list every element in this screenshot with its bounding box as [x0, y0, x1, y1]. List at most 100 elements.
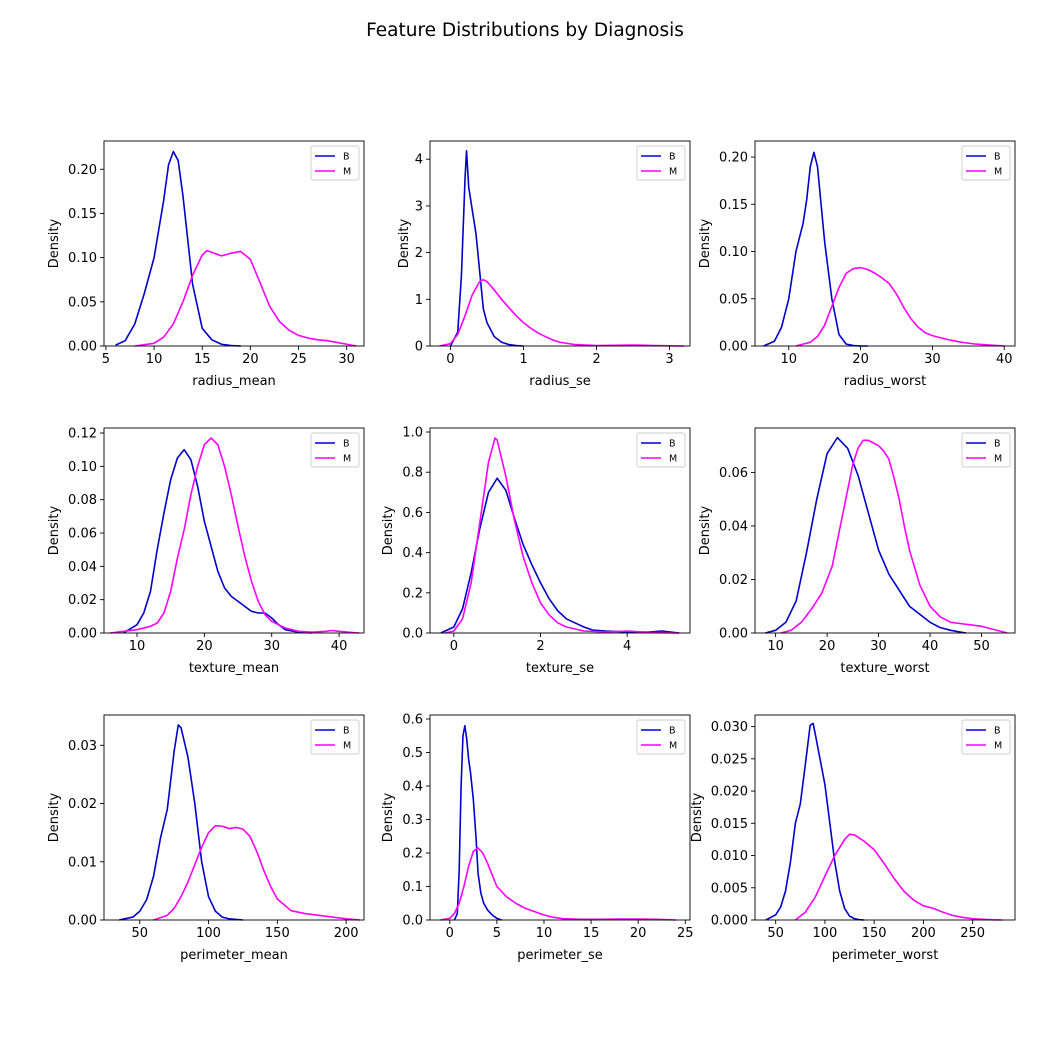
legend-box	[636, 145, 686, 181]
y-tick-label: 0.02	[68, 593, 97, 608]
x-tick-label: 10	[536, 926, 553, 941]
y-tick-label: 0.3	[402, 813, 423, 828]
x-axis-label: radius_se	[529, 374, 590, 389]
x-tick-label: 50	[131, 926, 148, 941]
axes-frame	[754, 427, 1016, 634]
series-line-b	[115, 150, 241, 347]
x-tick-label: 3	[665, 352, 673, 367]
y-tick-label: 0.02	[719, 573, 748, 588]
subplot-radius-worst: 10 20 30 40 0.00 0.05 0.10 0.15 0.20 radius_worst…	[698, 140, 1016, 389]
y-tick-label: 0.2	[402, 847, 423, 862]
legend-label-b: B	[343, 726, 350, 737]
x-tick-label: 10	[129, 639, 146, 654]
x-tick-label: 100	[196, 926, 221, 941]
legend-box	[310, 719, 360, 755]
y-tick-label: 0.020	[711, 785, 748, 800]
x-tick-label: 150	[265, 926, 290, 941]
legend-label-b: B	[994, 152, 1001, 163]
x-tick-label: 20	[819, 639, 836, 654]
y-tick-label: 0.005	[711, 881, 748, 896]
legend-box	[310, 432, 360, 468]
x-tick-label: 25	[677, 926, 694, 941]
y-tick-label: 0.025	[711, 752, 748, 767]
legend: BM	[961, 145, 1011, 181]
y-tick-label: 0.03	[68, 739, 97, 754]
y-axis-label: Density	[381, 792, 396, 842]
legend-label-b: B	[343, 152, 350, 163]
axes-frame	[103, 140, 365, 347]
legend: BM	[961, 719, 1011, 755]
series-line-m	[440, 847, 676, 921]
y-tick-label: 0.04	[719, 519, 748, 534]
y-tick-label: 4	[415, 153, 423, 168]
subplot-perimeter-worst: 50 100 150 200 250 0.000 0.005 0.010 0.015 0.020 0…	[690, 714, 1016, 963]
legend-box	[961, 432, 1011, 468]
y-tick-label: 0.015	[711, 817, 748, 832]
x-tick-label: 25	[290, 352, 307, 367]
subplot-radius-se: 0 1 2 3 0 1 2 3 4 radius_se Density BM	[397, 140, 691, 389]
x-tick-label: 15	[194, 352, 211, 367]
legend: BM	[636, 719, 686, 755]
y-axis-label: Density	[47, 792, 62, 842]
x-tick-label: 10	[780, 352, 797, 367]
y-tick-label: 0	[415, 340, 423, 355]
x-tick-label: 20	[196, 639, 213, 654]
x-tick-label: 10	[146, 352, 163, 367]
series-line-b	[453, 724, 502, 921]
y-tick-label: 0.12	[68, 427, 97, 442]
x-tick-label: 100	[813, 926, 838, 941]
y-tick-label: 0.15	[719, 198, 748, 213]
y-tick-label: 0.5	[402, 746, 423, 761]
series-line-b	[449, 150, 524, 347]
x-tick-label: 200	[334, 926, 359, 941]
y-tick-label: 0.10	[68, 251, 97, 266]
x-tick-label: 40	[331, 639, 348, 654]
legend-label-m: M	[994, 167, 1002, 178]
legend-label-b: B	[669, 152, 676, 163]
y-tick-label: 0.06	[68, 527, 97, 542]
y-tick-label: 0.00	[68, 914, 97, 929]
legend: BM	[310, 432, 360, 468]
y-axis-label: Density	[698, 218, 713, 268]
y-tick-label: 0.04	[68, 560, 97, 575]
legend: BM	[310, 145, 360, 181]
y-tick-label: 0.0	[402, 914, 423, 929]
x-tick-label: 50	[973, 639, 990, 654]
legend: BM	[310, 719, 360, 755]
y-tick-label: 1.0	[402, 426, 423, 441]
x-tick-label: 10	[767, 639, 784, 654]
x-axis-label: radius_mean	[192, 374, 276, 389]
legend-box	[961, 719, 1011, 755]
x-tick-label: 5	[102, 352, 110, 367]
y-axis-label: Density	[381, 505, 396, 555]
legend-label-b: B	[343, 439, 350, 450]
x-tick-label: 20	[852, 352, 869, 367]
y-tick-label: 0.00	[68, 340, 97, 355]
axes-frame	[754, 714, 1016, 921]
series-line-b	[765, 722, 865, 921]
y-tick-label: 0.1	[402, 880, 423, 895]
y-tick-label: 0.05	[719, 292, 748, 307]
x-tick-label: 30	[263, 639, 280, 654]
series-line-b	[123, 448, 313, 634]
legend-label-m: M	[343, 454, 351, 465]
y-tick-label: 0.8	[402, 466, 423, 481]
series-line-b	[763, 151, 868, 347]
series-line-m	[444, 437, 680, 634]
x-tick-label: 0	[450, 639, 458, 654]
y-tick-label: 3	[415, 199, 423, 214]
y-tick-label: 0.15	[68, 207, 97, 222]
legend-label-b: B	[669, 726, 676, 737]
y-tick-label: 0.010	[711, 849, 748, 864]
x-tick-label: 2	[536, 639, 544, 654]
subplot-radius-mean: 5 10 15 20 25 30 0.00 0.05 0.10 0.15 0.20 radius_me…	[47, 140, 365, 389]
axes-frame	[103, 714, 365, 921]
series-line-m	[795, 266, 1005, 347]
y-axis-label: Density	[698, 505, 713, 555]
legend-label-m: M	[994, 454, 1002, 465]
y-tick-label: 0.0	[402, 627, 423, 642]
legend-label-b: B	[994, 439, 1001, 450]
y-tick-label: 0.4	[402, 780, 423, 795]
